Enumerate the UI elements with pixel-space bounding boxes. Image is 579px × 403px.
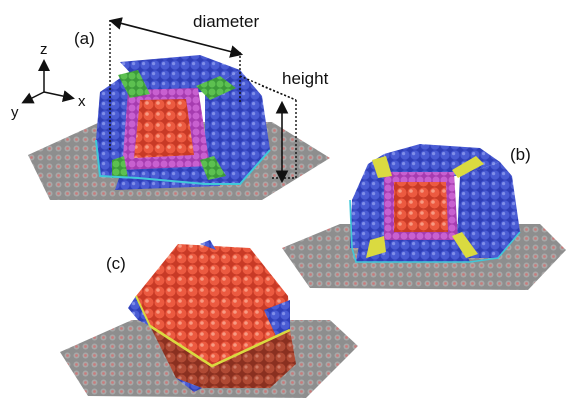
- facet-blue-b-right: [456, 162, 520, 258]
- facet-red-c-bottom: [150, 326, 212, 388]
- facet-red-b: [394, 182, 448, 232]
- edge-cyan-b: [349, 199, 521, 263]
- panel-label-c: (c): [106, 254, 126, 273]
- panel-label-b: (b): [510, 145, 531, 164]
- edge-yellow-c-2: [135, 295, 151, 327]
- facet-blue-a-right: [205, 70, 270, 184]
- facet-red-c-right: [202, 330, 296, 388]
- panel-label-a: (a): [74, 29, 95, 48]
- facet-red-c-top: [136, 244, 290, 366]
- panel-b: (b): [282, 144, 566, 290]
- edge-yellow-b-1: [372, 156, 392, 178]
- panel-a: diameter height (a): [28, 12, 330, 200]
- particle-a: [95, 55, 271, 190]
- edge-green-a-4: [200, 156, 226, 180]
- facet-blue-c-2: [176, 378, 202, 392]
- facet-blue-c-4: [200, 240, 216, 250]
- diameter-label: diameter: [193, 12, 259, 31]
- edge-yellow-b-2: [452, 156, 484, 178]
- facet-blue-c-1: [128, 296, 150, 326]
- facet-blue-c-3: [264, 300, 290, 336]
- axis-label-y: y: [11, 104, 19, 121]
- edge-yellow-b-4: [452, 232, 478, 258]
- facet-red-a: [134, 99, 194, 158]
- diameter-arrow: [108, 17, 244, 58]
- axis-y: [21, 91, 45, 104]
- edge-cyan-a: [95, 139, 271, 185]
- axis-label-x: x: [78, 93, 86, 110]
- height-label: height: [282, 69, 329, 88]
- axes-triad: z x y: [11, 41, 86, 121]
- particle-c: [128, 240, 296, 392]
- panel-c: (c): [60, 240, 358, 398]
- particle-b: [349, 144, 521, 263]
- axis-x: [43, 90, 75, 102]
- edge-green-a-1: [118, 70, 150, 98]
- edge-green-a-3: [112, 156, 128, 178]
- edge-green-a-2: [196, 76, 236, 100]
- edge-yellow-c: [149, 324, 291, 368]
- axis-label-z: z: [40, 41, 48, 58]
- edge-yellow-b-3: [366, 236, 386, 258]
